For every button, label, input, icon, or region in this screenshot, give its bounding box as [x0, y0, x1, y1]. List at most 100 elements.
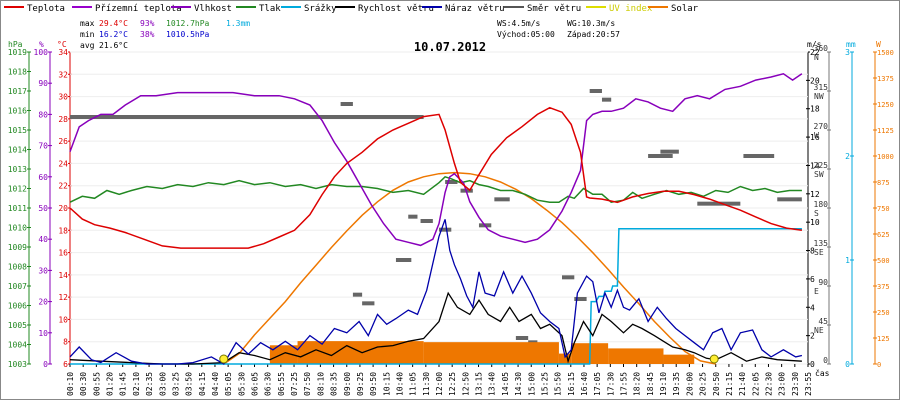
sunrise-marker: [219, 354, 229, 364]
wind-direction-segment: [743, 154, 775, 158]
time-tick-label: 20:00: [685, 372, 694, 396]
wind-tick-label: 0: [810, 360, 815, 369]
time-tick-label: 18:20: [633, 372, 642, 396]
legend-item-uv-index: UV index: [586, 4, 653, 14]
time-tick-label: 09:00: [343, 372, 352, 396]
solar-bar: [663, 354, 695, 364]
pressure-tick-label: 1016: [8, 107, 27, 116]
solar-tick-label: 1125: [877, 127, 894, 135]
time-tick-label: 14:05: [501, 372, 510, 396]
axis-unit-celsius: °C: [57, 40, 67, 49]
time-tick-label: 21:40: [738, 372, 747, 396]
legend-label: Teplota: [27, 4, 65, 14]
rain-tick-label: 1: [845, 256, 850, 265]
pressure-tick-label: 1017: [8, 87, 27, 96]
legend-item-vlhkost: Vlhkost: [171, 4, 232, 14]
info-sunset: Západ:20:57: [567, 30, 620, 39]
pressure-tick-label: 1009: [8, 243, 27, 252]
pressure-tick-label: 1010: [8, 224, 27, 233]
legend-label: Přízemní teplota: [95, 4, 182, 14]
time-tick-label: 11:30: [422, 372, 431, 396]
direction-tick-label: 180: [814, 200, 829, 209]
wind-direction-segment: [697, 201, 741, 206]
time-tick-label: 01:20: [106, 372, 115, 396]
time-tick-label: 09:25: [356, 372, 365, 396]
time-tick-label: 06:55: [277, 372, 286, 396]
time-tick-label: 16:40: [580, 372, 589, 396]
legend: Teplota Přízemní teplota Vlhkost Tlak Sr…: [4, 4, 699, 14]
legend-label: Tlak: [259, 4, 281, 14]
time-tick-label: 12:00: [435, 372, 444, 396]
info-wg: WG:10.3m/s: [567, 19, 615, 28]
direction-name-label: NE: [814, 326, 824, 335]
time-tick-label: 00:55: [92, 372, 101, 396]
wind-direction-segment: [574, 297, 587, 301]
humidity-tick-label: 0: [43, 360, 48, 369]
time-tick-label: 15:00: [527, 372, 536, 396]
temp-tick-label: 32: [58, 70, 68, 79]
stats-min-temp: 16.2°C: [99, 30, 128, 39]
time-tick-label: 17:05: [593, 372, 602, 396]
temp-tick-label: 24: [58, 159, 68, 168]
time-tick-label: 11:05: [409, 372, 418, 396]
wind-direction-segment: [439, 227, 452, 232]
time-tick-label: 13:15: [475, 372, 484, 396]
wind-tick-label: 6: [810, 275, 815, 284]
wind-tick-label: 16: [810, 133, 820, 142]
humidity-tick-label: 50: [38, 204, 48, 213]
pressure-tick-label: 1003: [8, 360, 27, 369]
humidity-tick-label: 20: [38, 298, 48, 307]
pressure-tick-label: 1007: [8, 282, 27, 291]
legend-item-smer-vetru: Směr větru: [504, 4, 581, 14]
wind-direction-segment: [340, 102, 353, 106]
series-line-ws: [69, 291, 802, 365]
solar-tick-label: 1250: [877, 101, 894, 109]
time-tick-label: 05:30: [237, 372, 246, 396]
humidity-tick-label: 40: [38, 235, 48, 244]
legend-item-tlak: Tlak: [236, 4, 281, 14]
legend-item-srazky: Srážky: [281, 4, 337, 14]
solar-tick-label: 250: [877, 309, 890, 317]
wind-direction-segment: [648, 154, 673, 158]
stats-min-hum: 38%: [140, 30, 155, 39]
time-tick-label: 03:00: [158, 372, 167, 396]
stats-max-rain: 1.3mm: [226, 19, 250, 28]
direction-name-label: W: [814, 131, 819, 140]
direction-tick-label: 90: [818, 278, 828, 287]
solar-tick-label: 750: [877, 205, 890, 213]
legend-item-prizemni-teplota: Přízemní teplota: [72, 4, 182, 14]
solar-tick-label: 1500: [877, 49, 894, 57]
direction-tick-label: 270: [814, 122, 829, 131]
info-block: WS:4.5m/s WG:10.3m/s Východ:05:00 Západ:…: [497, 19, 620, 39]
temp-tick-label: 34: [58, 48, 68, 57]
legend-item-solar: Solar: [648, 4, 699, 14]
temp-tick-label: 30: [58, 93, 68, 102]
wind-tick-label: 2: [810, 332, 815, 341]
time-tick-label: 00:30: [79, 372, 88, 396]
wind-direction-segment: [562, 275, 575, 280]
time-tick-label: 06:30: [264, 372, 273, 396]
temp-tick-label: 6: [63, 360, 68, 369]
stats-block: max 29.4°C 93% 1012.7hPa 1.3mm min 16.2°…: [80, 19, 250, 50]
pressure-tick-label: 1014: [8, 146, 27, 155]
wind-direction-segment: [408, 214, 418, 219]
rain-tick-label: 0: [845, 360, 850, 369]
wind-tick-label: 20: [810, 76, 820, 85]
temp-tick-label: 28: [58, 115, 68, 124]
time-tick-label: 22:05: [751, 372, 760, 396]
humidity-tick-label: 100: [34, 48, 49, 57]
legend-label: Srážky: [304, 4, 337, 14]
time-tick-label: 17:30: [606, 372, 615, 396]
rain-tick-label: 2: [845, 152, 850, 161]
humidity-tick-label: 10: [38, 329, 48, 338]
info-ws: WS:4.5m/s: [497, 19, 541, 28]
direction-name-label: NW: [814, 92, 824, 101]
time-tick-label: 14:30: [514, 372, 523, 396]
direction-tick-label: 225: [814, 161, 829, 170]
legend-item-teplota: Teplota: [4, 4, 65, 14]
wind-direction-segment: [515, 336, 529, 340]
time-tick-label: 06:05: [251, 372, 260, 396]
legend-item-naraz-vetru: Náraz větru: [422, 4, 505, 14]
pressure-tick-label: 1015: [8, 126, 27, 135]
axis-unit-w: W: [876, 40, 881, 49]
